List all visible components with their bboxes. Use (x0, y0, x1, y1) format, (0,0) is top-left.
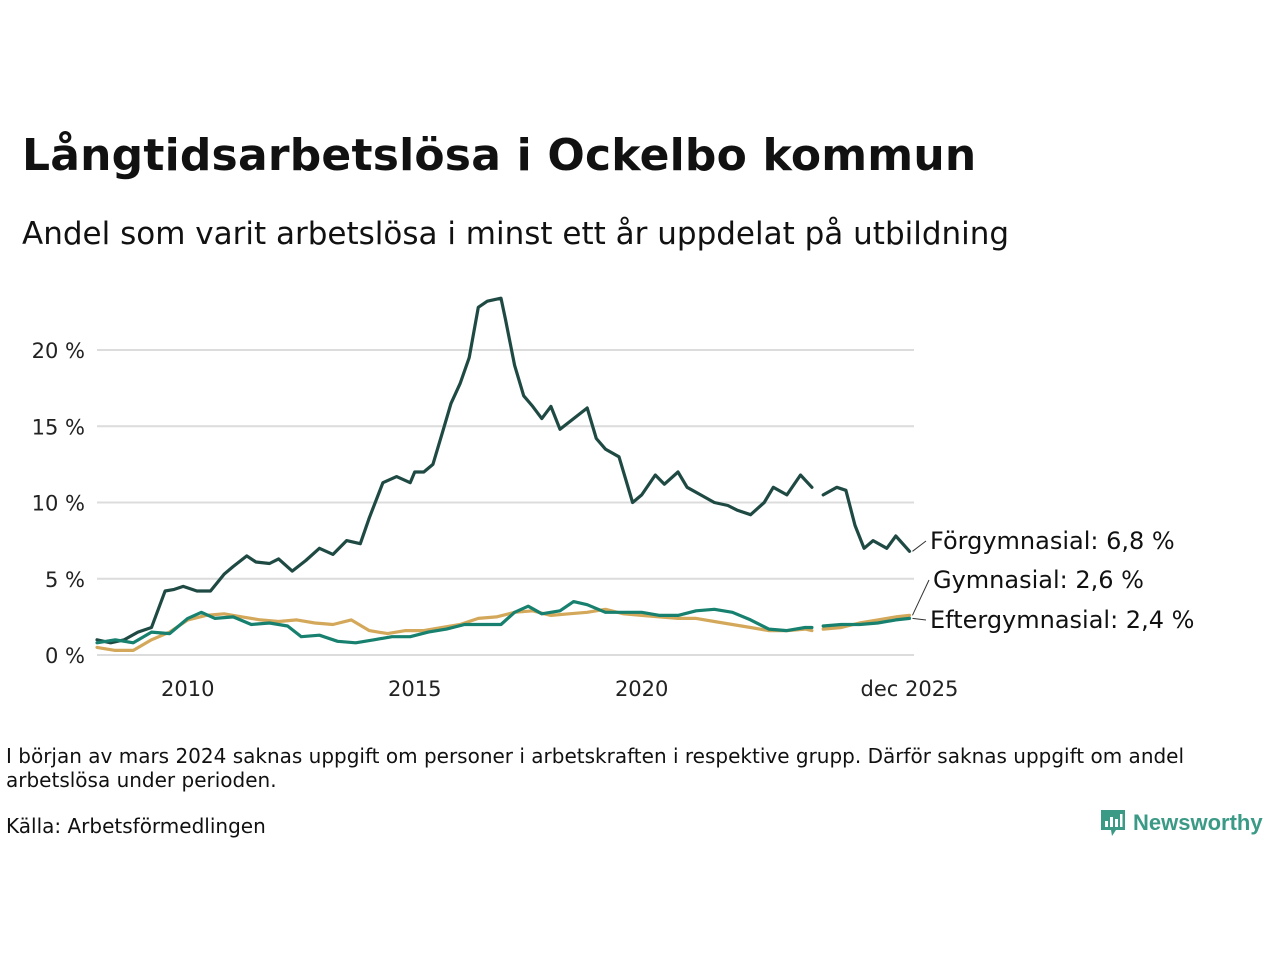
y-tick-label: 15 % (32, 415, 85, 439)
x-tick-label: 2015 (388, 677, 441, 701)
x-axis: 2010 2015 2020 dec 2025 (161, 677, 958, 701)
bar-chart-icon (1101, 810, 1125, 836)
chart-title: Långtidsarbetslösa i Ockelbo kommun (22, 130, 977, 181)
y-axis: 0 % 5 % 10 % 15 % 20 % (32, 339, 85, 668)
leader-line (912, 579, 930, 616)
series-line-gymnasial-a (95, 607, 814, 653)
series-line-förgymnasial-a (95, 296, 814, 645)
end-label-gymnasial: Gymnasial: 2,6 % (933, 566, 1144, 594)
x-tick-label: 2010 (161, 677, 214, 701)
end-labels: Förgymnasial: 6,8 % Gymnasial: 2,6 % Efter… (912, 527, 1194, 634)
chart-subtitle: Andel som varit arbetslösa i minst ett å… (22, 216, 1010, 252)
source-text: Källa: Arbetsförmedlingen (6, 814, 266, 838)
series-line-eftergymnasial-b (821, 616, 912, 628)
chart-area: 0 %5 %10 %15 %20 % 2010 2015 2020 dec 2025 … (32, 296, 1194, 701)
y-tick-label: 5 % (45, 568, 85, 592)
y-tick-label: 0 % (45, 644, 85, 668)
y-tick-label: 10 % (32, 492, 85, 516)
leader-line (912, 540, 927, 552)
x-tick-label: dec 2025 (861, 677, 959, 701)
series-line-förgymnasial-b (821, 485, 912, 553)
series-line-eftergymnasial-a (95, 599, 814, 645)
end-label-eftergymnasial: Eftergymnasial: 2,4 % (930, 606, 1194, 634)
y-tick-label: 20 % (32, 339, 85, 363)
series-lines (95, 296, 912, 653)
x-tick-label: 2020 (615, 677, 668, 701)
gridlines (97, 349, 914, 656)
series-line-gymnasial-b (821, 613, 912, 631)
newsworthy-logo: Newsworthy (1099, 808, 1263, 838)
leader-line (912, 617, 927, 621)
logo-text: Newsworthy (1133, 810, 1263, 835)
footnote: I början av mars 2024 saknas uppgift om … (6, 744, 1185, 792)
end-label-förgymnasial: Förgymnasial: 6,8 % (930, 527, 1175, 555)
